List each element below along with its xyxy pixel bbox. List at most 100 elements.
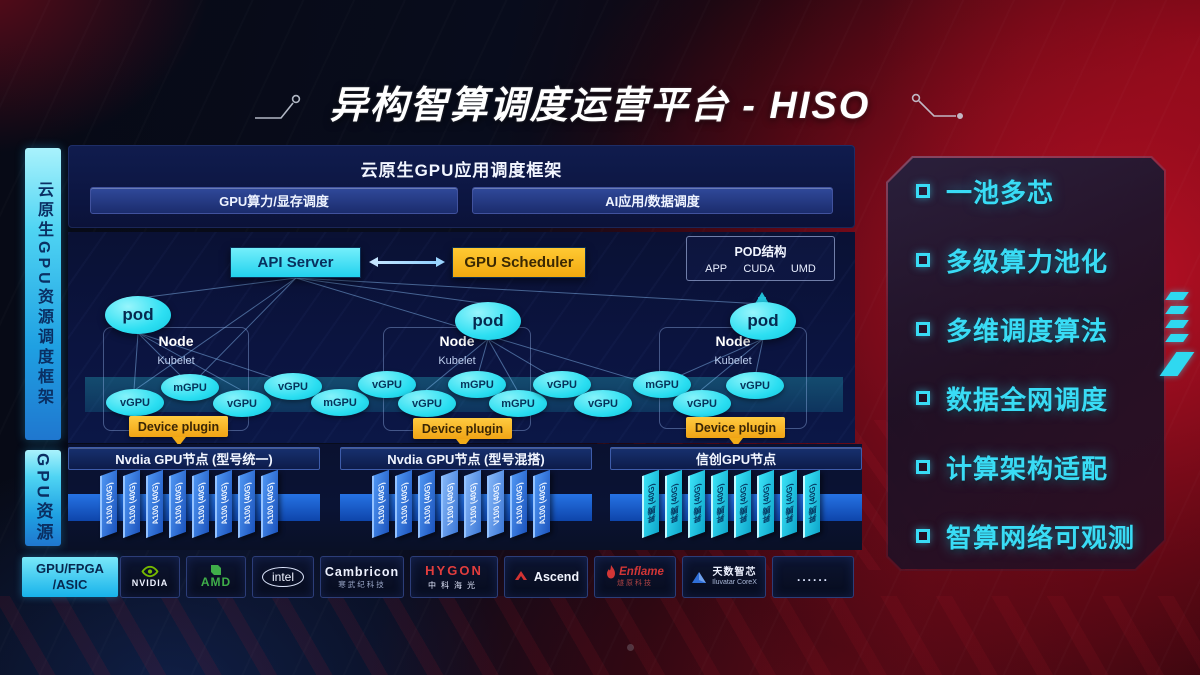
device-plugin-1: Device plugin — [129, 416, 228, 446]
gpu-card: V100 (40G) — [464, 469, 481, 539]
node-label: Node — [439, 333, 475, 349]
feature-label: 数据全网调度 — [946, 384, 1109, 415]
gpu-group-header-uniform: Nvdia GPU节点 (型号统一) — [68, 447, 320, 470]
mgpu-ellipse: mGPU — [489, 390, 547, 417]
gpu-card: A100 (40G) — [123, 469, 140, 539]
gpu-card: 昇腾 (40G) — [665, 469, 682, 539]
kubelet-label: Kubelet — [157, 355, 195, 367]
kubelet-label: Kubelet — [714, 355, 752, 367]
gpu-card: A100 (40G) — [533, 469, 550, 539]
gpu-card: 昇腾 (40G) — [711, 469, 728, 539]
nvidia-eye-icon — [141, 566, 159, 578]
bidirectional-arrow — [369, 257, 445, 267]
feature-panel — [888, 158, 1164, 569]
square-bullet-icon — [916, 253, 930, 267]
app-scheduling-panel: 云原生GPU应用调度框架 GPU算力/显存调度 AI应用/数据调度 — [68, 145, 855, 228]
sidebar-gpu-resource-label: GPU资源 — [25, 450, 61, 546]
gpu-card: A100 (40G) — [510, 469, 527, 539]
gpu-card: A100 (40G) — [261, 469, 278, 539]
square-bullet-icon — [916, 529, 930, 543]
ascend-logo-icon — [514, 571, 527, 580]
gpu-card: 昇腾 (40G) — [688, 469, 705, 539]
gpu-card: 昇腾 (40G) — [757, 469, 774, 539]
vgpu-ellipse: vGPU — [213, 390, 271, 417]
gpu-card: V100 (40G) — [487, 469, 504, 539]
gpu-card: A100 (40G) — [395, 469, 412, 539]
feature-label: 一池多芯 — [946, 177, 1055, 208]
feature-item: 多级算力池化 — [916, 242, 1166, 279]
gpu-card: 昇腾 (40G) — [803, 469, 820, 539]
bar-gpu-compute-scheduling: GPU算力/显存调度 — [90, 187, 458, 214]
pod-item-app: APP — [705, 263, 728, 275]
gpu-card: A100 (40G) — [192, 469, 209, 539]
pod-structure-items: APP CUDA UMD — [687, 263, 834, 275]
gpu-scheduler-box: GPU Scheduler — [452, 247, 586, 278]
page-title: 异构智算调度运营平台 - HISO — [329, 85, 871, 127]
feature-item: 数据全网调度 — [916, 380, 1166, 417]
pod-ellipse-2: pod — [455, 302, 521, 340]
mgpu-ellipse: mGPU — [161, 374, 219, 401]
feature-label: 计算架构适配 — [946, 453, 1109, 484]
feature-item: 多维调度算法 — [916, 311, 1166, 348]
vendor-more: ...... — [772, 556, 854, 598]
gpu-card: A100 (40G) — [100, 469, 117, 539]
enflame-flame-icon — [607, 565, 616, 579]
vendor-enflame: Enflame 燧原科技 — [594, 556, 676, 598]
square-bullet-icon — [916, 460, 930, 474]
device-plugin-2: Device plugin — [413, 418, 512, 448]
mgpu-ellipse: mGPU — [311, 389, 369, 416]
gpu-card: A100 (40G) — [418, 469, 435, 539]
gpu-card: 昇腾 (40G) — [642, 469, 659, 539]
pod-ellipse-1: pod — [105, 296, 171, 334]
hazard-stripes-decor — [1159, 292, 1195, 382]
vendor-iluvatar: 天数智芯 Iluvatar CoreX — [682, 556, 766, 598]
gpu-card: V100 (40G) — [441, 469, 458, 539]
vendor-amd: AMD — [186, 556, 246, 598]
sidebar-hardware-label: GPU/FPGA /ASIC — [22, 557, 118, 597]
square-bullet-icon — [916, 391, 930, 405]
hardware-label-line1: GPU/FPGA — [36, 561, 104, 577]
pod-ellipse-3: pod — [730, 302, 796, 340]
vgpu-ellipse: vGPU — [264, 373, 322, 400]
gpu-card: A100 (40G) — [215, 469, 232, 539]
square-bullet-icon — [916, 184, 930, 198]
bottom-streaks-decor — [0, 596, 1200, 675]
hardware-label-line2: /ASIC — [52, 577, 88, 592]
pod-structure-box: POD结构 APP CUDA UMD — [686, 236, 835, 281]
watermark-dot — [627, 644, 634, 651]
app-scheduling-title: 云原生GPU应用调度框架 — [360, 161, 563, 180]
gpu-group-header-mixed: Nvdia GPU节点 (型号混搭) — [340, 447, 592, 470]
pod-to-structure-arrow-stem — [758, 297, 766, 304]
vgpu-ellipse: vGPU — [574, 390, 632, 417]
amd-logo-icon — [210, 565, 221, 576]
gpu-card: 昇腾 (40G) — [734, 469, 751, 539]
api-server-box: API Server — [230, 247, 361, 278]
iluvatar-logo-icon — [692, 571, 707, 583]
vendor-intel: intel — [252, 556, 314, 598]
gpu-card: A100 (40G) — [169, 469, 186, 539]
feature-item: 计算架构适配 — [916, 449, 1166, 486]
more-vendors-label: ...... — [796, 570, 829, 584]
gpu-card: A100 (40G) — [146, 469, 163, 539]
vgpu-ellipse: vGPU — [106, 389, 164, 416]
sidebar-framework-label: 云原生GPU资源调度框架 — [25, 148, 61, 440]
bar-ai-data-scheduling: AI应用/数据调度 — [472, 187, 833, 214]
feature-item: 一池多芯 — [916, 173, 1166, 210]
pod-item-cuda: CUDA — [743, 263, 775, 275]
device-plugin-3: Device plugin — [686, 417, 785, 447]
gpu-card: A100 (40G) — [238, 469, 255, 539]
intel-logo: intel — [261, 567, 304, 587]
vendor-nvidia: NVIDIA — [120, 556, 180, 598]
vendor-hygon: HYGON 中科海光 — [410, 556, 498, 598]
pod-item-umd: UMD — [790, 263, 816, 275]
feature-label: 多级算力池化 — [946, 246, 1109, 277]
vgpu-ellipse: vGPU — [673, 390, 731, 417]
vendor-cambricon: Cambricon 寒武纪科技 — [320, 556, 404, 598]
vgpu-ellipse: vGPU — [726, 372, 784, 399]
feature-item: 智算网络可观测 — [916, 518, 1166, 555]
node-label: Node — [715, 333, 751, 349]
gpu-group-header-xinchuang: 信创GPU节点 — [610, 447, 862, 470]
feature-label: 智算网络可观测 — [946, 522, 1136, 553]
node-box-1: Node Kubelet — [103, 327, 249, 431]
